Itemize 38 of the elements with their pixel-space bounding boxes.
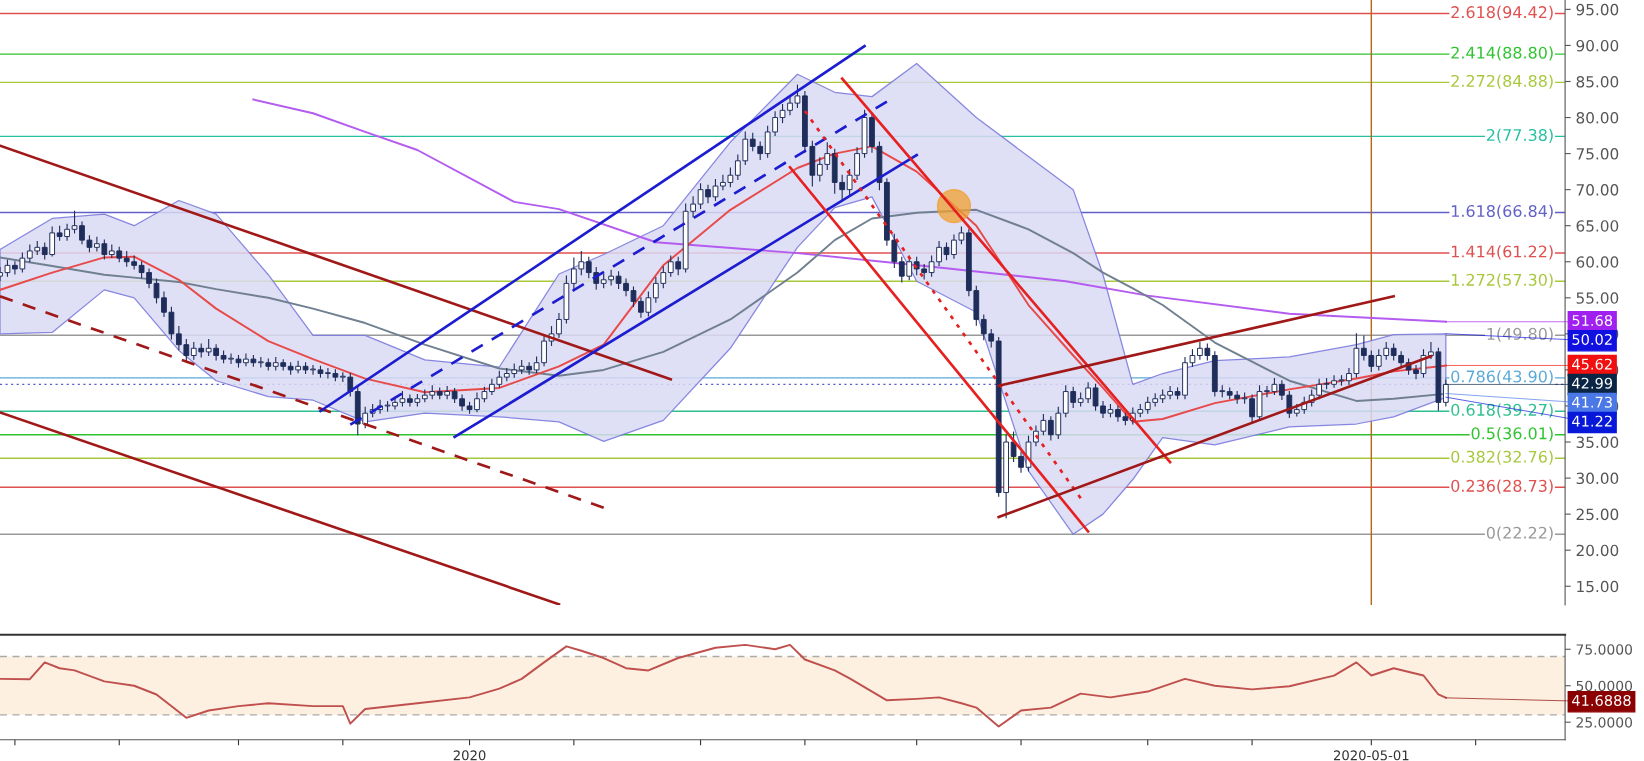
y-tick-label: 80.00 xyxy=(1576,112,1619,124)
y-tick-label: 35.00 xyxy=(1576,436,1619,449)
y-tick-label: 95.00 xyxy=(1576,3,1619,16)
y-tick-label: 25.0000 xyxy=(1576,717,1633,728)
ref-line-label: 2(77.38) xyxy=(1486,128,1553,143)
ref-line-label: 0.786(43.90) xyxy=(1451,370,1553,385)
y-tick-label: 75.00 xyxy=(1576,148,1619,160)
annotation: 42.99 xyxy=(1572,377,1613,389)
y-tick-label: 70.00 xyxy=(1576,184,1619,196)
ref-line-label: 1.272(57.30) xyxy=(1451,273,1553,288)
ref-line-label: 0(22.22) xyxy=(1486,526,1553,541)
y-tick-label: 90.00 xyxy=(1576,39,1619,52)
y-tick-label: 55.00 xyxy=(1576,292,1619,304)
y-tick-label: 75.0000 xyxy=(1576,644,1633,655)
y-tick-label: 30.00 xyxy=(1576,472,1619,485)
y-tick-label: 85.00 xyxy=(1576,75,1619,88)
ref-line-label: 1.414(61.22) xyxy=(1451,245,1553,260)
y-tick-label: 15.00 xyxy=(1577,580,1619,593)
y-tick-label: 20.00 xyxy=(1576,544,1619,557)
ref-line-label: 0.5(36.01) xyxy=(1471,427,1553,442)
annotation: 41.22 xyxy=(1572,415,1612,427)
x-tick-label: 2020-05-01 xyxy=(1333,750,1409,761)
annotation: 41.6888 xyxy=(1572,694,1631,706)
y-tick-label: 60.00 xyxy=(1576,256,1619,268)
annotation: 41.73 xyxy=(1572,396,1612,408)
y-tick-label: 50.0000 xyxy=(1576,680,1633,692)
y-tick-label: 25.00 xyxy=(1576,508,1619,521)
annotation: 45.62 xyxy=(1572,358,1612,370)
x-tick-label: 2020 xyxy=(453,750,486,761)
ref-line-label: 1.618(66.84) xyxy=(1451,204,1553,219)
annotation: 50.02 xyxy=(1572,333,1612,345)
ref-line-label: 0.236(28.73) xyxy=(1451,479,1553,494)
ref-line-label: 2.618(94.42) xyxy=(1451,5,1553,21)
y-tick-label: 65.00 xyxy=(1576,220,1619,232)
ref-line-label: 2.414(88.80) xyxy=(1451,46,1553,61)
annotation: 51.68 xyxy=(1572,314,1613,326)
ref-line-label: 2.272(84.88) xyxy=(1451,74,1553,89)
ref-line-label: 0.382(32.76) xyxy=(1451,450,1553,465)
